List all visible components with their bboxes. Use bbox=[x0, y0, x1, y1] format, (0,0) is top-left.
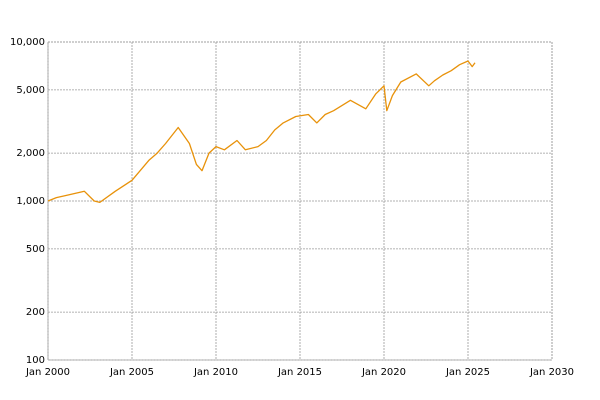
x-tick-label: Jan 2020 bbox=[361, 367, 406, 378]
x-tick-label: Jan 2025 bbox=[445, 367, 490, 378]
x-tick-label: Jan 2010 bbox=[193, 367, 238, 378]
y-tick-label: 500 bbox=[26, 244, 45, 255]
y-tick-label: 5,000 bbox=[16, 85, 45, 96]
data-line bbox=[47, 60, 476, 204]
y-tick-label: 200 bbox=[26, 307, 45, 318]
y-tick-label: 100 bbox=[26, 355, 45, 366]
x-tick-label: Jan 2005 bbox=[109, 367, 154, 378]
y-tick-label: 1,000 bbox=[16, 196, 45, 207]
y-tick-label: 10,000 bbox=[10, 37, 45, 48]
x-tick-label: Jan 2000 bbox=[25, 367, 70, 378]
x-tick-label: Jan 2030 bbox=[529, 367, 574, 378]
x-tick-label: Jan 2015 bbox=[277, 367, 322, 378]
y-tick-label: 2,000 bbox=[16, 148, 45, 159]
